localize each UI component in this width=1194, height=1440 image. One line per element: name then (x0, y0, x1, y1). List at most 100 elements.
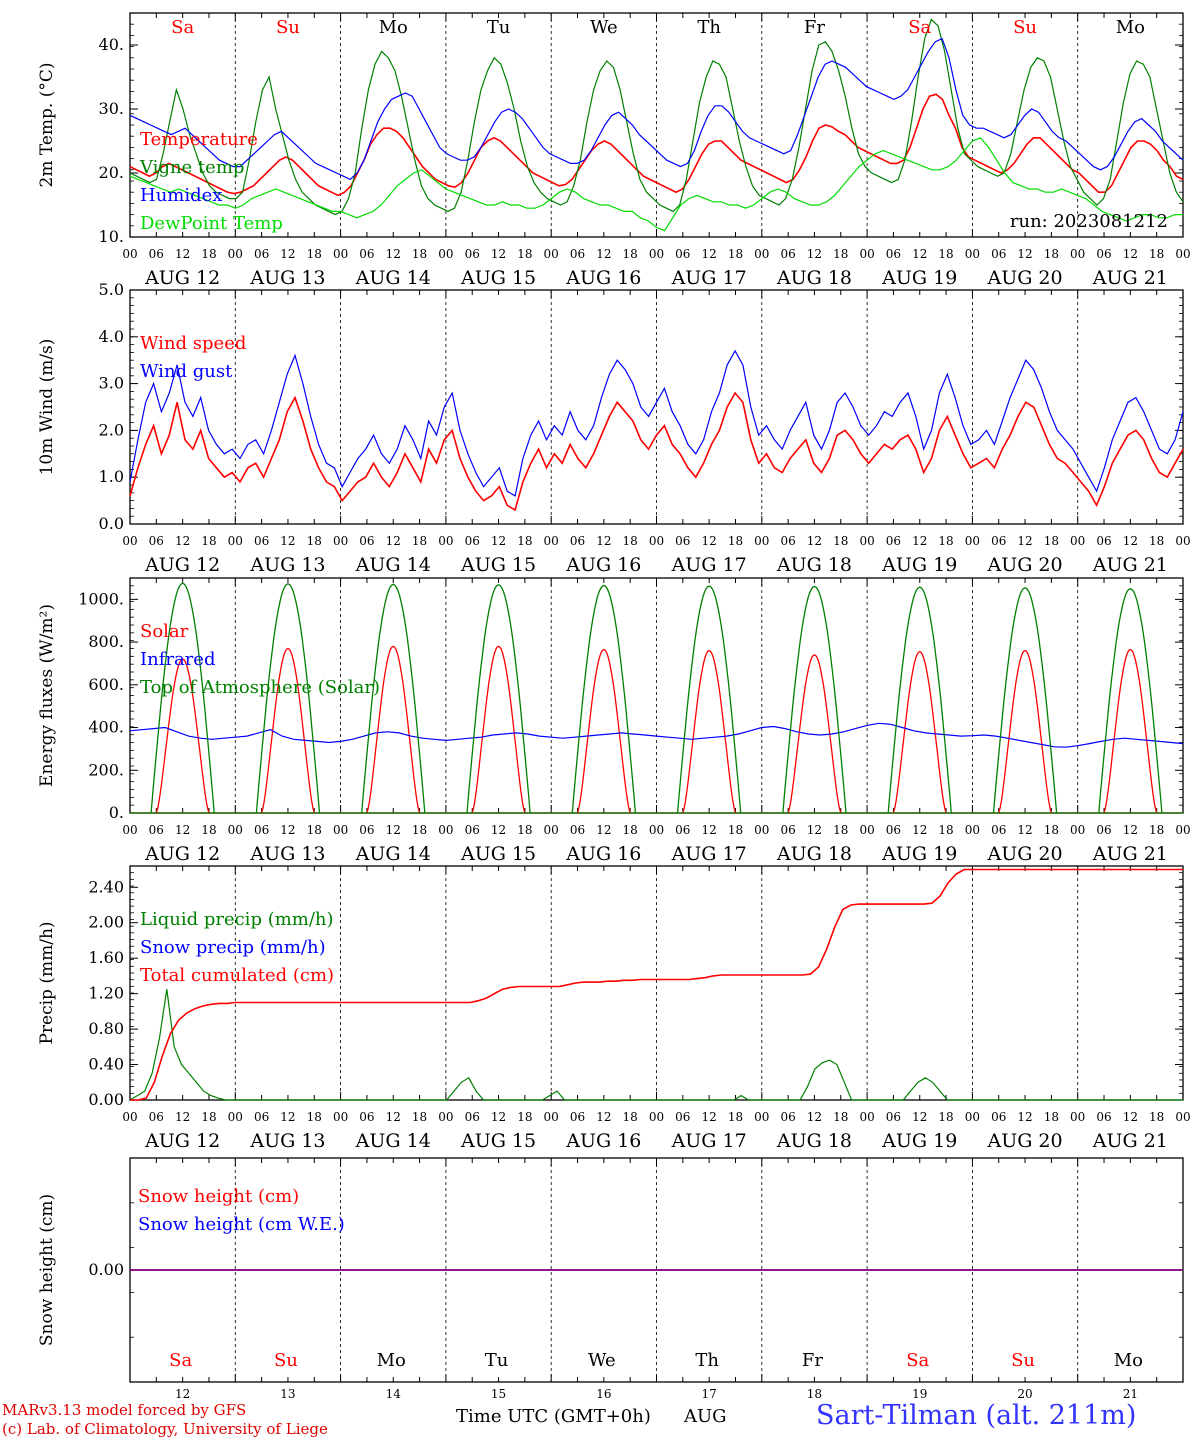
date-label: AUG 19 (881, 554, 957, 576)
hour-tick-label: 00 (438, 823, 453, 837)
weekday-label: Fr (802, 1350, 823, 1371)
hour-tick-label: 12 (912, 1110, 927, 1124)
hour-tick-label: 12 (280, 1110, 295, 1124)
legend-entry: Infrared (140, 649, 215, 670)
hour-tick-label: 00 (965, 823, 980, 837)
hour-tick-label: 00 (859, 247, 874, 261)
y-tick-label: 600. (88, 675, 124, 694)
hour-tick-label: 06 (570, 1110, 585, 1124)
y-tick-label: 2.00 (88, 913, 124, 932)
date-label: AUG 15 (460, 1130, 536, 1152)
hour-tick-label: 18 (728, 247, 743, 261)
hour-tick-label: 18 (412, 1110, 427, 1124)
y-axis-label: Precip (mm/h) (37, 921, 57, 1044)
day-number-label: 14 (386, 1387, 402, 1401)
date-label: AUG 15 (460, 843, 536, 865)
hour-tick-label: 06 (991, 534, 1006, 548)
hour-tick-label: 18 (517, 823, 532, 837)
legend-entry: Vigne temp (139, 157, 244, 178)
hour-tick-label: 12 (491, 823, 506, 837)
series-solar (682, 649, 737, 814)
weekday-label: Fr (804, 17, 825, 38)
hour-tick-label: 12 (491, 247, 506, 261)
date-label: AUG 12 (144, 843, 220, 865)
hour-tick-label: 00 (1070, 247, 1085, 261)
hour-tick-label: 00 (1175, 534, 1190, 548)
legend-entry: Wind speed (140, 333, 246, 354)
hour-tick-label: 18 (201, 534, 216, 548)
hour-tick-label: 06 (991, 247, 1006, 261)
y-axis-label: Snow height (cm) (37, 1194, 57, 1346)
hour-tick-label: 00 (544, 534, 559, 548)
hour-tick-label: 12 (491, 534, 506, 548)
series-infrared (129, 722, 1184, 748)
hour-tick-label: 18 (307, 1110, 322, 1124)
weekday-label: Th (695, 1350, 719, 1371)
series-humidex (129, 37, 1184, 181)
hour-tick-label: 12 (596, 247, 611, 261)
hour-tick-label: 06 (991, 1110, 1006, 1124)
hour-tick-label: 18 (1149, 823, 1164, 837)
hour-tick-label: 00 (649, 534, 664, 548)
series-vigne-temp (129, 18, 1184, 216)
hour-tick-label: 12 (386, 1110, 401, 1124)
hour-tick-label: 00 (544, 1110, 559, 1124)
y-tick-label: 800. (88, 632, 124, 651)
weekday-label: Su (274, 1350, 298, 1371)
hour-tick-label: 06 (886, 1110, 901, 1124)
y-axis-label: 2m Temp. (°C) (37, 62, 57, 187)
date-label: AUG 16 (565, 843, 641, 865)
date-label: AUG 16 (565, 554, 641, 576)
date-label: AUG 18 (776, 1130, 852, 1152)
weekday-label: Su (276, 17, 300, 38)
weekday-label: Th (697, 17, 721, 38)
date-label: AUG 14 (355, 1130, 431, 1152)
hour-tick-label: 18 (201, 823, 216, 837)
hour-tick-label: 00 (1175, 1110, 1190, 1124)
date-label: AUG 13 (249, 1130, 325, 1152)
series-total-cumulated-cm (130, 868, 1183, 1101)
hour-tick-label: 06 (1096, 1110, 1111, 1124)
hour-tick-label: 18 (307, 534, 322, 548)
legend-entry: DewPoint Temp (140, 213, 283, 234)
series-top-of-atmosphere-solar (466, 584, 531, 814)
hour-tick-label: 18 (938, 247, 953, 261)
hour-tick-label: 12 (1123, 247, 1138, 261)
series-solar (1103, 648, 1158, 814)
hour-tick-label: 00 (649, 247, 664, 261)
day-number-label: 15 (491, 1387, 506, 1401)
hour-tick-label: 06 (254, 247, 269, 261)
hour-tick-label: 18 (307, 247, 322, 261)
hour-tick-label: 06 (780, 534, 795, 548)
hour-tick-label: 18 (623, 823, 638, 837)
hour-tick-label: 00 (228, 1110, 243, 1124)
hour-tick-label: 18 (938, 534, 953, 548)
hour-tick-label: 18 (1044, 247, 1059, 261)
hour-tick-label: 06 (149, 823, 164, 837)
date-label: AUG 14 (355, 267, 431, 289)
series-wind-gust (129, 349, 1184, 497)
date-label: AUG 18 (776, 267, 852, 289)
hour-tick-label: 18 (938, 1110, 953, 1124)
series-solar (892, 650, 947, 814)
weekday-label: Su (1011, 1350, 1035, 1371)
day-number-label: 20 (1017, 1387, 1032, 1401)
y-axis-label: Energy fluxes (W/m²) (37, 604, 57, 787)
hour-tick-label: 00 (1175, 823, 1190, 837)
hour-tick-label: 12 (280, 823, 295, 837)
day-number-label: 12 (175, 1387, 190, 1401)
hour-tick-label: 06 (675, 247, 690, 261)
hour-tick-label: 18 (1149, 247, 1164, 261)
hour-tick-label: 12 (702, 534, 717, 548)
hour-tick-label: 06 (886, 247, 901, 261)
hour-tick-label: 18 (728, 823, 743, 837)
hour-tick-label: 06 (570, 534, 585, 548)
date-label: AUG 12 (144, 267, 220, 289)
footer-credit-2: (c) Lab. of Climatology, University of L… (2, 1420, 328, 1438)
y-tick-label: 0. (109, 803, 124, 822)
y-tick-label: 0.00 (88, 1260, 124, 1279)
y-tick-label: 10. (99, 227, 124, 246)
hour-tick-label: 12 (491, 1110, 506, 1124)
series-top-of-atmosphere-solar (887, 586, 952, 814)
date-label: AUG 13 (249, 267, 325, 289)
